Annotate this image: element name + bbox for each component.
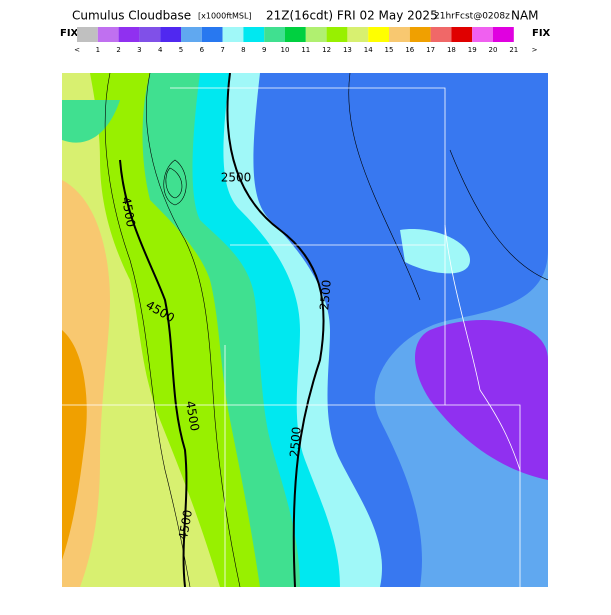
colorbar-cell xyxy=(389,27,410,42)
valid-time: 21Z(16cdt) FRI 02 May 2025 xyxy=(266,9,438,23)
colorbar-label: 3 xyxy=(137,46,141,54)
colorbar-label: 19 xyxy=(468,46,477,54)
colorbar-label: 15 xyxy=(385,46,394,54)
contour-label: 2500 xyxy=(287,426,304,458)
colorbar-label: 16 xyxy=(405,46,414,54)
colorbar-label: 9 xyxy=(262,46,266,54)
colorbar-cell xyxy=(118,27,140,42)
colorbar-cell xyxy=(243,27,265,42)
colorbar-label: 2 xyxy=(116,46,120,54)
colorbar-cell xyxy=(201,27,223,42)
colorbar-right: FIX xyxy=(532,28,551,39)
colorbar-left: FIX xyxy=(60,28,79,39)
colorbar-label: 18 xyxy=(447,46,456,54)
colorbar-label: 7 xyxy=(220,46,224,54)
contour-label: 2500 xyxy=(221,171,252,185)
colorbar-cell xyxy=(472,27,493,42)
contour-label: 4500 xyxy=(119,196,138,229)
colorbar-cell xyxy=(493,27,514,42)
colorbar-label: 13 xyxy=(343,46,352,54)
colorbar-cell xyxy=(222,27,244,42)
contour-label: 4500 xyxy=(183,400,202,433)
model: NAM xyxy=(511,9,539,23)
colorbar-label: > xyxy=(532,46,538,54)
colorbar-cell xyxy=(139,27,161,42)
colorbar: <1 2 3 4 5 6 7 8 9 10 11 12 13 14 15 16 17 18 19 20 21 > xyxy=(74,27,538,54)
colorbar-label: 20 xyxy=(489,46,498,54)
colorbar-cell xyxy=(368,27,389,42)
colorbar-label: 17 xyxy=(426,46,435,54)
colorbar-label: 6 xyxy=(200,46,205,54)
colorbar-cell xyxy=(181,27,202,42)
colorbar-label: 5 xyxy=(179,46,183,54)
colorbar-label: 4 xyxy=(158,46,163,54)
colorbar-cell xyxy=(305,27,327,42)
map: 4500 2500 4500 2500 4500 2500 4500 xyxy=(62,73,548,587)
colorbar-cell xyxy=(285,27,306,42)
colorbar-cell xyxy=(430,27,452,42)
colorbar-label: 11 xyxy=(301,46,310,54)
colorbar-cell xyxy=(347,27,369,42)
colorbar-cell xyxy=(77,27,98,42)
colorbar-cell xyxy=(97,27,119,42)
forecast: 21hrFcst@0208z xyxy=(434,12,510,22)
colorbar-label: 21 xyxy=(509,46,518,54)
colorbar-label: 10 xyxy=(281,46,290,54)
colorbar-label: 14 xyxy=(364,46,373,54)
colorbar-label: 1 xyxy=(96,46,100,54)
colorbar-cell xyxy=(264,27,285,42)
contour-label: 4500 xyxy=(176,509,195,542)
colorbar-label: 8 xyxy=(241,46,245,54)
contour-label: 2500 xyxy=(317,279,334,311)
colorbar-cell xyxy=(451,27,473,42)
colorbar-cell xyxy=(409,27,431,42)
units: [x1000ftMSL] xyxy=(198,12,252,21)
colorbar-label: < xyxy=(74,46,80,54)
colorbar-cell xyxy=(326,27,348,42)
title: Cumulus Cloudbase xyxy=(72,9,191,23)
colorbar-label: 12 xyxy=(322,46,331,54)
colorbar-cell xyxy=(160,27,181,42)
